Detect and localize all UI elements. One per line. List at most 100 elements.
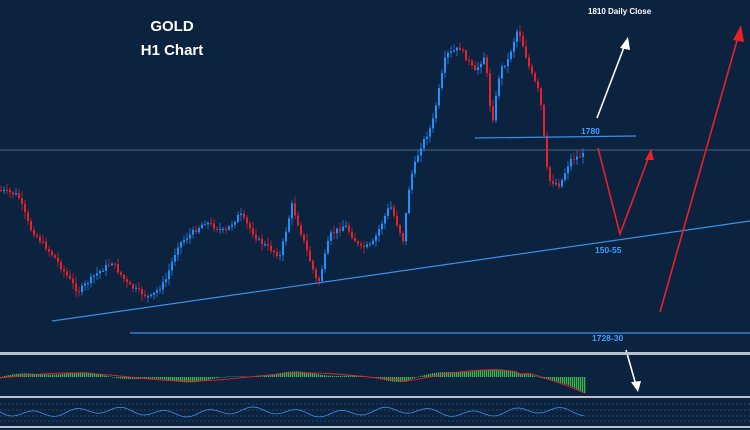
histogram-bar	[2, 376, 4, 377]
histogram-bar	[404, 377, 406, 382]
histogram-bar	[500, 369, 502, 377]
histogram-bar	[232, 376, 234, 377]
histogram-bar	[468, 371, 470, 377]
histogram-bar	[510, 370, 512, 377]
histogram-bar	[452, 372, 454, 377]
histogram-bar	[118, 377, 120, 379]
level-label-1780: 1780	[581, 126, 600, 136]
histogram-bar	[90, 372, 92, 377]
histogram-bar	[412, 377, 414, 379]
candle-body	[117, 264, 119, 273]
projection-arrows	[596, 25, 744, 392]
candle-body	[570, 158, 572, 167]
candle-body	[288, 218, 290, 232]
histogram-bar	[578, 377, 580, 390]
candle-body	[36, 235, 38, 237]
candle-body	[579, 156, 581, 158]
histogram-bar	[106, 375, 108, 377]
histogram-bar	[418, 376, 420, 377]
candle-body	[222, 228, 224, 230]
histogram-bar	[68, 373, 70, 377]
candle-body	[24, 203, 26, 213]
histogram-bar	[116, 377, 118, 378]
level-label-150-55: 150-55	[595, 245, 622, 255]
histogram-bar	[422, 375, 424, 377]
candle-body	[327, 240, 329, 254]
histogram-bar	[212, 377, 214, 379]
histogram-bar	[110, 376, 112, 377]
histogram-bar	[280, 372, 282, 377]
histogram-bar	[310, 373, 312, 377]
histogram-bar	[100, 374, 102, 377]
histogram-bar	[454, 372, 456, 377]
histogram-bar	[338, 375, 340, 377]
histogram-bar	[224, 377, 226, 378]
candle-body	[423, 138, 425, 149]
histogram-bar	[226, 376, 228, 377]
histogram-bar	[480, 370, 482, 377]
histogram-bar	[522, 373, 524, 377]
candle-body	[411, 173, 413, 190]
panel-separator-top	[0, 352, 750, 355]
candle-body	[165, 279, 167, 283]
histogram-bar	[430, 373, 432, 377]
candle-body	[33, 230, 35, 236]
histogram-bar	[144, 377, 146, 379]
histogram-bar	[190, 377, 192, 383]
candle-body	[546, 135, 548, 168]
histogram-bar	[484, 369, 486, 377]
histogram-bar	[560, 377, 562, 383]
histogram-bar	[40, 374, 42, 377]
histogram-bar	[416, 377, 418, 378]
histogram-bar	[314, 373, 316, 377]
candle-body	[420, 148, 422, 156]
candle-body	[249, 223, 251, 229]
histogram-bar	[258, 376, 260, 377]
histogram-bar	[478, 370, 480, 377]
histogram-bar	[312, 373, 314, 377]
candle-body	[183, 240, 185, 243]
candle-body	[348, 225, 350, 232]
histogram-bar	[348, 375, 350, 377]
candle-body	[552, 180, 554, 184]
candle-body	[414, 161, 416, 174]
candle-body	[225, 228, 227, 230]
histogram-bar	[528, 374, 530, 377]
histogram-bar	[488, 369, 490, 377]
histogram-bar	[456, 372, 458, 377]
candle-body	[438, 87, 440, 106]
candle-body	[312, 260, 314, 270]
histogram-bar	[530, 374, 532, 377]
candle-body	[564, 173, 566, 180]
candle-body	[66, 271, 68, 276]
candle-body	[123, 274, 125, 280]
histogram-bar	[178, 377, 180, 382]
histogram-bar	[36, 373, 38, 377]
histogram-bar	[50, 374, 52, 377]
candle-body	[357, 241, 359, 244]
candle-body	[381, 223, 383, 230]
histogram-bar	[204, 377, 206, 381]
histogram-bar	[330, 375, 332, 377]
candle-body	[144, 294, 146, 297]
candle-body	[174, 254, 176, 262]
candle-body	[561, 179, 563, 187]
candlesticks	[0, 25, 584, 303]
histogram-bar	[538, 377, 540, 378]
histogram-bar	[482, 370, 484, 377]
candle-body	[45, 241, 47, 250]
histogram-bar	[160, 377, 162, 380]
candle-body	[231, 224, 233, 227]
candle-body	[306, 240, 308, 251]
candle-body	[138, 287, 140, 290]
histogram-bar	[6, 375, 8, 377]
candle-body	[483, 57, 485, 65]
histogram-bar	[206, 377, 208, 381]
histogram-bar	[208, 377, 210, 380]
candle-body	[441, 72, 443, 88]
panel-separator-middle	[0, 396, 750, 398]
candle-body	[195, 229, 197, 233]
candle-body	[282, 241, 284, 256]
candle-body	[6, 189, 8, 191]
